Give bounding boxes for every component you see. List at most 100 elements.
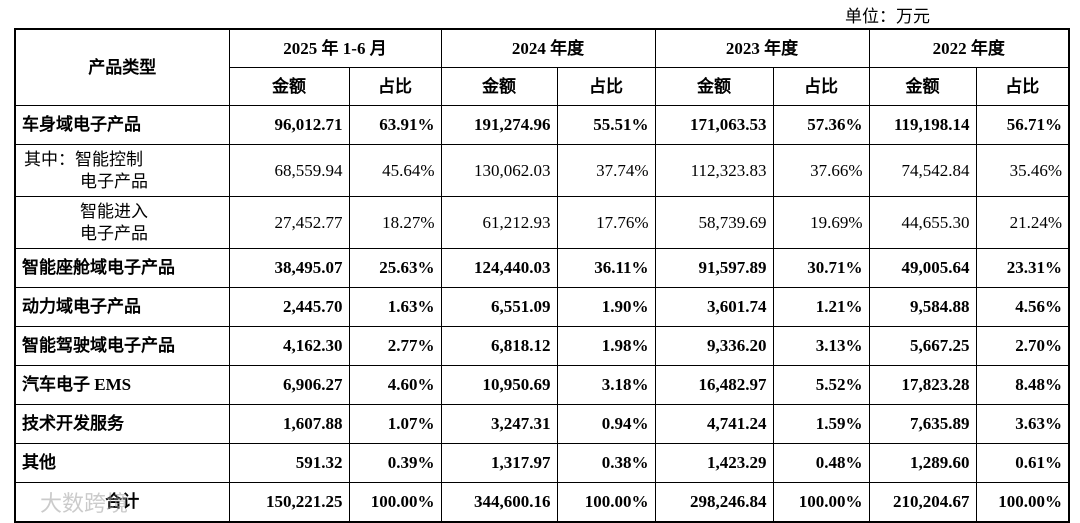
cell: 1,289.60 xyxy=(868,443,977,483)
cell: 0.38% xyxy=(556,443,656,483)
table-row: 智能座舱域电子产品 38,495.07 25.63% 124,440.03 36.11%… xyxy=(14,248,1070,288)
row-label: 动力域电子产品 xyxy=(14,287,230,327)
cell: 23.31% xyxy=(975,248,1070,288)
cell: 119,198.14 xyxy=(868,105,977,145)
cell: 27,452.77 xyxy=(228,196,350,249)
cell: 9,584.88 xyxy=(868,287,977,327)
cell: 1,607.88 xyxy=(228,404,350,444)
cell: 16,482.97 xyxy=(654,365,774,405)
header-cell: 产品类型 xyxy=(14,28,230,106)
label-line: 其他 xyxy=(22,453,56,472)
cell: 10,950.69 xyxy=(440,365,558,405)
row-label: 智能驾驶域电子产品 xyxy=(14,326,230,366)
period-header: 2024 年度 xyxy=(440,28,656,68)
cell: 3.18% xyxy=(556,365,656,405)
cell: 6,906.27 xyxy=(228,365,350,405)
cell: 91,597.89 xyxy=(654,248,774,288)
cell: 19.69% xyxy=(772,196,870,249)
unit-label: 单位：万元 xyxy=(845,7,930,26)
table-row: 智能驾驶域电子产品 4,162.30 2.77% 6,818.12 1.98% 9,336… xyxy=(14,326,1070,366)
period-header: 2022 年度 xyxy=(868,28,1070,68)
column-header: 占比 xyxy=(348,67,442,106)
column-header: 金额 xyxy=(654,67,774,106)
cell: 18.27% xyxy=(348,196,442,249)
cell: 1.98% xyxy=(556,326,656,366)
cell: 1.07% xyxy=(348,404,442,444)
cell: 49,005.64 xyxy=(868,248,977,288)
cell: 2,445.70 xyxy=(228,287,350,327)
row-label: 合计 xyxy=(14,482,230,523)
cell: 130,062.03 xyxy=(440,144,558,197)
cell: 1.90% xyxy=(556,287,656,327)
table-row: 车身域电子产品 96,012.71 63.91% 191,274.96 55.51% 17… xyxy=(14,105,1070,145)
cell: 35.46% xyxy=(975,144,1070,197)
cell: 61,212.93 xyxy=(440,196,558,249)
cell: 96,012.71 xyxy=(228,105,350,145)
cell: 112,323.83 xyxy=(654,144,774,197)
cell: 1.63% xyxy=(348,287,442,327)
cell: 4,162.30 xyxy=(228,326,350,366)
cell: 0.39% xyxy=(348,443,442,483)
cell: 3.63% xyxy=(975,404,1070,444)
period-header: 2025 年 1-6 月 xyxy=(228,28,442,68)
label-line: 汽车电子 EMS xyxy=(22,375,132,394)
header-row: 金额 占比 金额 占比 金额 占比 金额 占比 xyxy=(15,67,1070,106)
row-label: 技术开发服务 xyxy=(14,404,230,444)
table-row: 其他 591.32 0.39% 1,317.97 0.38% 1,423.29 0.48% 1… xyxy=(14,443,1070,483)
cell: 36.11% xyxy=(556,248,656,288)
table-row: 动力域电子产品 2,445.70 1.63% 6,551.09 1.90% 3,601.7… xyxy=(14,287,1070,327)
cell: 57.36% xyxy=(772,105,870,145)
cell: 1.21% xyxy=(772,287,870,327)
cell: 21.24% xyxy=(975,196,1070,249)
column-header: 占比 xyxy=(556,67,656,106)
table-row: 合计 150,221.25 100.00% 344,600.16 100.00% 298,… xyxy=(14,482,1070,523)
cell: 9,336.20 xyxy=(654,326,774,366)
cell: 2.70% xyxy=(975,326,1070,366)
cell: 17.76% xyxy=(556,196,656,249)
row-label: 智能进入 电子产品 xyxy=(14,196,230,249)
cell: 0.94% xyxy=(556,404,656,444)
cell: 25.63% xyxy=(348,248,442,288)
cell: 58,739.69 xyxy=(654,196,774,249)
cell: 38,495.07 xyxy=(228,248,350,288)
label-line: 智能进入 xyxy=(80,201,148,221)
label-line: 电子产品 xyxy=(80,171,148,191)
cell: 210,204.67 xyxy=(868,482,977,523)
label-line: 电子产品 xyxy=(80,223,148,243)
cell: 8.48% xyxy=(975,365,1070,405)
cell: 6,551.09 xyxy=(440,287,558,327)
label-line: 其中：智能控制 xyxy=(24,149,143,169)
row-label: 智能座舱域电子产品 xyxy=(14,248,230,288)
label-line: 智能驾驶域电子产品 xyxy=(22,336,175,355)
column-header: 占比 xyxy=(772,67,870,106)
watermark: 大数跨境 xyxy=(40,492,129,517)
row-label: 汽车电子 EMS xyxy=(14,365,230,405)
period-header: 2023 年度 xyxy=(654,28,870,68)
cell: 74,542.84 xyxy=(868,144,977,197)
cell: 124,440.03 xyxy=(440,248,558,288)
column-header: 占比 xyxy=(975,67,1070,106)
cell: 100.00% xyxy=(348,482,442,523)
cell: 191,274.96 xyxy=(440,105,558,145)
cell: 100.00% xyxy=(772,482,870,523)
cell: 2.77% xyxy=(348,326,442,366)
cell: 63.91% xyxy=(348,105,442,145)
label-line: 车身域电子产品 xyxy=(22,115,141,134)
cell: 4.60% xyxy=(348,365,442,405)
cell: 3.13% xyxy=(772,326,870,366)
cell: 0.48% xyxy=(772,443,870,483)
cell: 591.32 xyxy=(228,443,350,483)
cell: 1,423.29 xyxy=(654,443,774,483)
cell: 171,063.53 xyxy=(654,105,774,145)
cell: 6,818.12 xyxy=(440,326,558,366)
cell: 5.52% xyxy=(772,365,870,405)
label-line: 合计 xyxy=(105,492,140,511)
cell: 68,559.94 xyxy=(228,144,350,197)
cell: 17,823.28 xyxy=(868,365,977,405)
table-row: 智能进入 电子产品 27,452.77 18.27% 61,212.93 17.76% 58… xyxy=(14,196,1070,249)
cell: 5,667.25 xyxy=(868,326,977,366)
cell: 56.71% xyxy=(975,105,1070,145)
cell: 1,317.97 xyxy=(440,443,558,483)
cell: 0.61% xyxy=(975,443,1070,483)
table-row: 汽车电子 EMS 6,906.27 4.60% 10,950.69 3.18% 16,48… xyxy=(14,365,1070,405)
